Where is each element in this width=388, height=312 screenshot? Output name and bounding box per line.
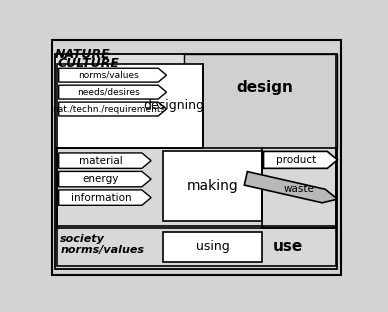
Polygon shape xyxy=(59,153,151,168)
Text: energy: energy xyxy=(83,174,119,184)
Text: CULTURE: CULTURE xyxy=(57,57,119,70)
Text: use: use xyxy=(273,239,303,254)
Text: needs/desires: needs/desires xyxy=(77,88,140,97)
Polygon shape xyxy=(59,171,151,187)
Text: material: material xyxy=(79,156,123,166)
Text: product: product xyxy=(276,155,316,165)
Text: making: making xyxy=(187,179,239,193)
Polygon shape xyxy=(59,190,151,205)
Polygon shape xyxy=(59,68,166,82)
Bar xyxy=(184,54,338,149)
Text: information: information xyxy=(71,193,132,202)
Text: nat./techn./requirements: nat./techn./requirements xyxy=(52,105,165,114)
Text: society
norms/values: society norms/values xyxy=(60,234,144,256)
Polygon shape xyxy=(244,172,338,203)
Text: designing: designing xyxy=(144,100,205,112)
Polygon shape xyxy=(263,151,338,168)
Polygon shape xyxy=(59,102,166,116)
Bar xyxy=(57,148,336,226)
Text: design: design xyxy=(237,80,293,95)
Bar xyxy=(55,54,338,269)
Bar xyxy=(163,232,262,261)
Bar xyxy=(57,228,336,266)
Text: using: using xyxy=(196,240,230,253)
Bar xyxy=(163,151,262,221)
Text: waste: waste xyxy=(284,184,315,194)
Polygon shape xyxy=(59,85,166,99)
Text: NATURE: NATURE xyxy=(55,48,111,61)
Bar xyxy=(57,64,203,148)
Text: norms/values: norms/values xyxy=(78,71,139,80)
